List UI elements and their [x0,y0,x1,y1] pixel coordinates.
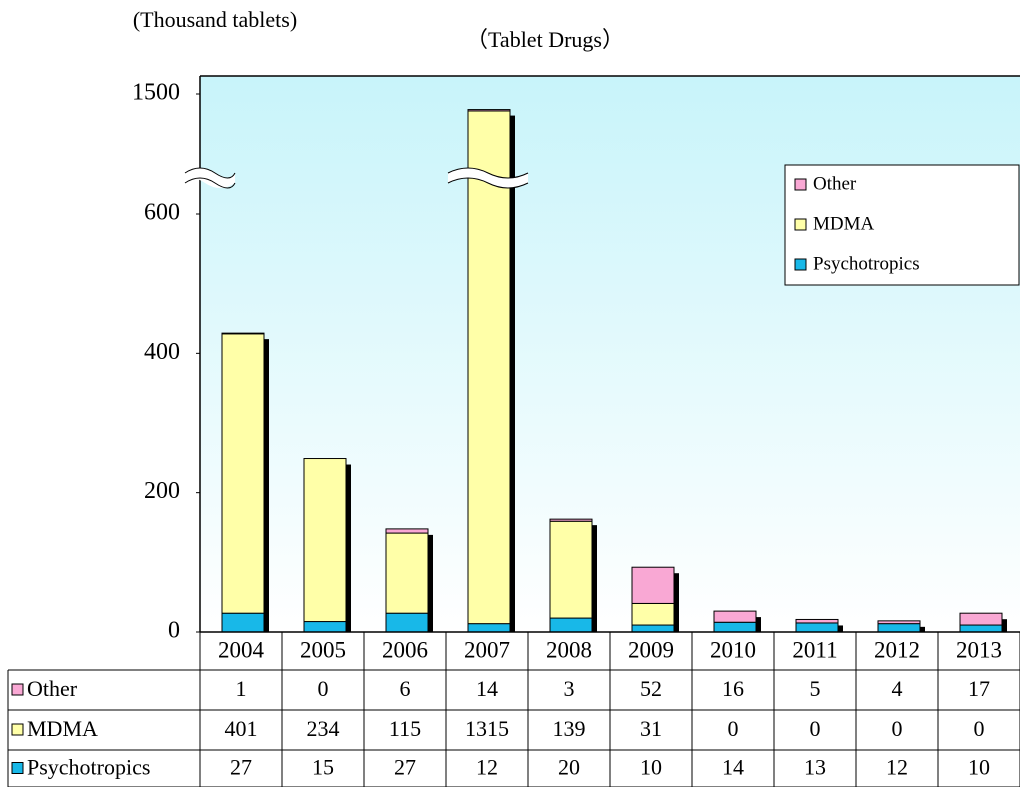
table-value: 115 [389,716,421,741]
table-value: 12 [886,755,908,780]
axis-break-line [184,167,236,189]
legend-swatch [794,258,807,271]
x-tick-label: 2010 [710,637,756,662]
bar [221,332,265,335]
legend-swatch [794,218,807,231]
bar [713,610,757,623]
x-tick-label: 2009 [628,637,674,662]
x-tick-label: 2004 [218,637,265,662]
table-value: 1315 [465,716,509,741]
bar [959,612,1003,626]
bar [221,612,265,633]
table-swatch [11,723,24,736]
axis-break [448,168,528,188]
table-value: 5 [810,676,821,701]
y-tick-label: 600 [144,200,180,226]
bar [795,622,839,633]
bar [303,458,347,623]
table-value: 139 [553,716,586,741]
x-tick-label: 2005 [300,637,346,662]
table-value: 0 [728,716,739,741]
bar [303,621,347,633]
table-value: 0 [892,716,903,741]
bar [877,623,921,633]
table-value: 20 [558,755,580,780]
table-value: 1 [236,676,247,701]
table-value: 15 [312,755,334,780]
bar [385,532,429,614]
axis-break-line [447,167,529,189]
table-value: 3 [564,676,575,701]
bar [631,624,675,633]
y-tick-label: 200 [144,478,180,504]
legend-box [784,164,1020,286]
x-tick-label: 2011 [792,637,837,662]
table-swatch [11,683,24,696]
table-value: 27 [394,755,416,780]
y-tick-label: 0 [168,618,180,644]
table-value: 0 [810,716,821,741]
table-value: 31 [640,716,662,741]
x-tick-label: 2006 [382,637,428,662]
bar [549,518,593,522]
chart-title: （Tablet Drugs） [466,27,624,52]
table-value: 0 [974,716,985,741]
table-value: 4 [892,676,903,701]
table-value: 13 [804,755,826,780]
bar [467,109,511,112]
table-value: 12 [476,755,498,780]
table-value: 0 [318,676,329,701]
x-tick-label: 2008 [546,637,592,662]
x-tick-label: 2012 [874,637,920,662]
y-tick-label: 400 [144,339,180,365]
table-value: 27 [230,755,252,780]
table-value: 234 [307,716,340,741]
bar [713,621,757,633]
table-value: 401 [225,716,258,741]
table-value: 10 [968,755,990,780]
legend-swatch [794,178,807,191]
bar [385,528,429,534]
bar [467,110,511,625]
table-value: 17 [968,676,990,701]
y-axis-label: (Thousand tablets) [133,7,297,32]
table-row-label: Psychotropics [27,755,150,780]
table-value: 14 [722,755,744,780]
table-swatch [11,762,24,774]
legend-label: Other [813,173,857,194]
legend-label: MDMA [813,213,875,234]
bar [631,566,675,604]
y-tick-label: 1500 [132,80,180,106]
bar [221,333,265,614]
bar [385,612,429,633]
legend-label: Psychotropics [813,253,920,274]
table-row-label: Other [27,676,78,701]
x-tick-label: 2013 [956,637,1002,662]
bar [631,602,675,626]
axis-break [185,168,235,188]
table-value: 16 [722,676,744,701]
table-value: 52 [640,676,662,701]
table-value: 14 [476,676,498,701]
x-tick-label: 2007 [464,637,510,662]
bar [877,620,921,625]
table-value: 10 [640,755,662,780]
bar [795,618,839,624]
bar [467,623,511,633]
bar [959,624,1003,633]
table-value: 6 [400,676,411,701]
bar [549,617,593,633]
bar [549,520,593,619]
table-row-label: MDMA [27,716,98,741]
